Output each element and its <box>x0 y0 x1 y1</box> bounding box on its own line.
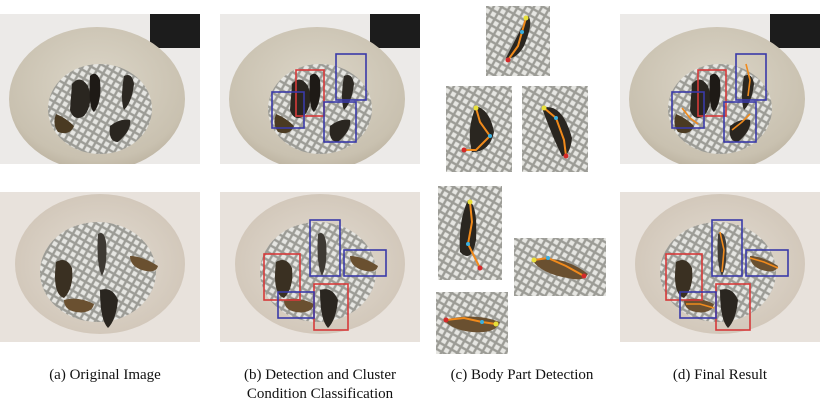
cluster-box <box>697 69 727 117</box>
original-image-bottom <box>0 192 200 342</box>
body-part-crop-5 <box>514 238 606 296</box>
single-box <box>343 249 387 277</box>
cluster-box <box>665 253 703 301</box>
single-box <box>745 249 789 277</box>
original-image-top <box>0 14 200 164</box>
single-box <box>671 91 705 129</box>
final-result-top <box>620 14 820 164</box>
single-box <box>335 53 367 101</box>
caption-body-part-detection: (c) Body Part Detection <box>450 367 594 383</box>
caption-detection-line1: (b) Detection and Cluster <box>243 367 397 383</box>
body-part-crop-1 <box>486 6 550 76</box>
body-part-crop-2 <box>446 86 512 172</box>
final-result-bottom <box>620 192 820 342</box>
single-box <box>277 291 315 319</box>
body-part-crop-6 <box>436 292 508 354</box>
single-box <box>711 219 743 277</box>
caption-original-image: (a) Original Image <box>49 367 161 383</box>
single-box <box>271 91 305 129</box>
cluster-box <box>263 253 301 301</box>
single-box <box>723 101 757 143</box>
caption-detection-line2: Condition Classification <box>246 386 394 402</box>
detection-image-bottom <box>220 192 420 342</box>
single-box <box>735 53 767 101</box>
single-box <box>323 101 357 143</box>
caption-final-result: (d) Final Result <box>672 367 768 383</box>
body-part-crop-4 <box>438 186 502 280</box>
body-part-crop-3 <box>522 86 588 172</box>
cluster-box <box>295 69 325 117</box>
single-box <box>679 291 717 319</box>
detection-image-top <box>220 14 420 164</box>
single-box <box>309 219 341 277</box>
